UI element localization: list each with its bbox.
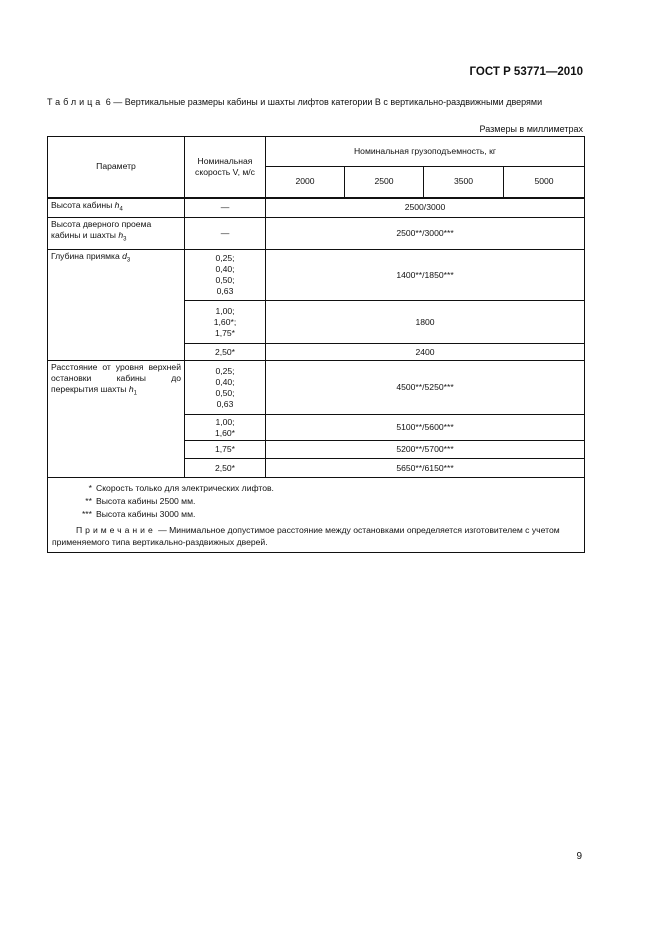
table-row: Расстояние от уровня верхней остановки к… [47,360,585,478]
header-load-value: 5000 [503,166,585,199]
value-cell: 5200**/5700*** [265,440,585,459]
speed-cell: 1,00; 1,60* [184,414,266,441]
header-load-value: 2500 [344,166,424,199]
footnotes-row: * Скорость только для электрических лифто… [47,477,585,553]
value-cell: 2400 [265,343,585,361]
value-cell: 1800 [265,300,585,344]
value-cell: 1400**/1850*** [265,249,585,301]
table-row: 1,00; 1,60*; 1,75* 1800 [48,300,585,344]
table-row: Высота кабины h4 — 2500/3000 [47,197,585,218]
param-cell: Высота кабины h4 [47,197,185,218]
header-load-value: 3500 [423,166,504,199]
value-cell: 5100**/5600*** [265,414,585,441]
param-cell: Глубина приямка d3 [47,249,185,361]
footnote: ** Высота кабины 2500 мм. [85,496,196,506]
speed-cell: 2,50* [184,458,266,478]
units-note: Размеры в миллиметрах [479,124,583,134]
table-row: Глубина приямка d3 0,25; 0,40; 0,50; 0,6… [47,249,585,361]
header-param: Параметр [47,136,185,199]
footnotes-cell: * Скорость только для электрических лифто… [47,477,585,553]
page-number: 9 [576,851,582,862]
value-cell: 2500/3000 [265,197,585,218]
table-caption: Таблица 6 — Вертикальные размеры кабины … [47,97,583,108]
value-cell: 4500**/5250*** [265,360,585,415]
table-row: 2,50* 2400 [48,343,585,361]
table-row: Высота дверного проема кабины и шахты h3… [47,217,585,250]
dimensions-table: Параметр Номинальная скорость V, м/с Ном… [47,136,585,553]
header-load: Номинальная грузоподъемность, кг [265,136,585,167]
caption-text: 6 — Вертикальные размеры кабины и шахты … [103,97,543,107]
value-cell: 2500**/3000*** [265,217,585,250]
param-cell: Высота дверного проема кабины и шахты h3 [47,217,185,250]
header-speed: Номинальная скорость V, м/с [184,136,266,199]
speed-cell: 1,00; 1,60*; 1,75* [184,300,266,344]
header-load-value: 2000 [265,166,345,199]
speed-cell: 2,50* [184,343,266,361]
value-cell: 5650**/6150*** [265,458,585,478]
document-id: ГОСТ Р 53771—2010 [469,66,583,78]
speed-cell: — [184,217,266,250]
speed-cell: 0,25; 0,40; 0,50; 0,63 [184,360,266,415]
speed-cell: — [184,197,266,218]
footnote: * Скорость только для электрических лифто… [88,483,274,493]
param-cell: Расстояние от уровня верхней остановки к… [47,360,185,478]
caption-label: Таблица [47,97,104,107]
footnote: *** Высота кабины 3000 мм. [81,509,196,519]
speed-cell: 1,75* [184,440,266,459]
table-note: Примечание — Минимальное допустимое расс… [52,525,560,547]
speed-cell: 0,25; 0,40; 0,50; 0,63 [184,249,266,301]
